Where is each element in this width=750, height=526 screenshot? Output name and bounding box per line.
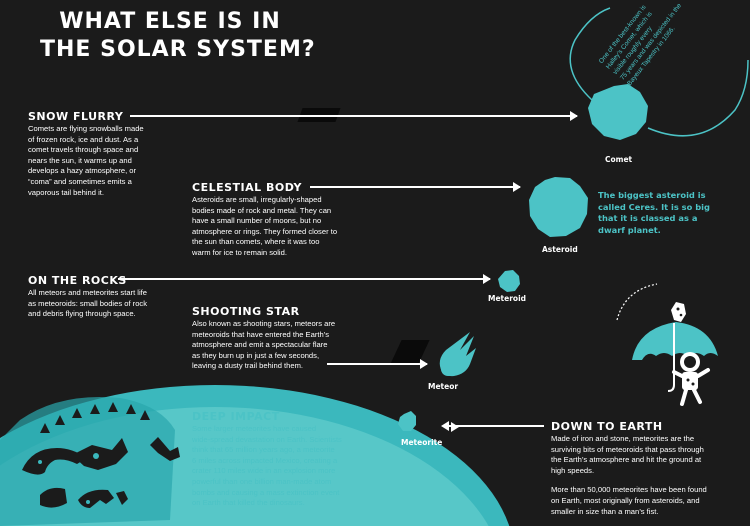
- line: powerful than one billion man-made atom: [192, 476, 332, 486]
- line: as they burn up in just a few seconds,: [192, 350, 320, 360]
- line: vaporous tail behind it.: [28, 187, 104, 197]
- heading-celestial-body: CELESTIAL BODY: [192, 181, 303, 194]
- line: and debris flying through space.: [28, 309, 136, 319]
- arrow-to-comet: [130, 111, 578, 121]
- line: bodies made of rock and metal. They can: [192, 205, 332, 215]
- line: wide-spread devastation on Earth. Scient…: [192, 434, 342, 444]
- arrow-to-meteor: [327, 359, 428, 369]
- line: the sun than comets, where it was too: [192, 237, 320, 247]
- line: Also known as shooting stars, meteors ar…: [192, 319, 336, 328]
- asteroid-fact: The biggest asteroid is called Ceres. It…: [598, 190, 738, 236]
- line: on Earth that killed the dinosaurs.: [192, 498, 305, 508]
- text-deep-impact: Some larger meteorites have caused wide-…: [192, 424, 392, 509]
- line: as meteoroids: small bodies of rock: [28, 298, 148, 308]
- line: Asteroids are small, irregularly-shaped: [192, 195, 322, 204]
- title-line-1: WHAT ELSE IS IN: [59, 9, 281, 34]
- text-shooting-star: Also known as shooting stars, meteors ar…: [192, 319, 392, 372]
- heading-deep-impact: DEEP IMPACT: [192, 410, 280, 423]
- line: high speeds.: [551, 465, 595, 475]
- line: Comets are flying snowballs made: [28, 124, 144, 133]
- label-meteorite: Meteorite: [401, 438, 443, 447]
- arrow-to-asteroid: [310, 182, 521, 192]
- title-line-2: THE SOLAR SYSTEM?: [40, 37, 316, 62]
- line: meteoroids that have entered the Earth’s: [192, 329, 330, 339]
- line: dwarf planet.: [598, 224, 661, 235]
- line: surviving bits of meteoroids that pass t…: [551, 444, 704, 454]
- line: More than 50,000 meteorites have been fo…: [551, 485, 707, 495]
- line: All meteors and meteorites start life: [28, 288, 148, 297]
- line: “coma” and sometimes emits a: [28, 176, 132, 186]
- line: called Ceres. It is so big: [598, 201, 710, 212]
- line: warm for ice to remain solid.: [192, 247, 287, 257]
- line: atmosphere and emit a spectacular flare: [192, 340, 328, 350]
- text-on-the-rocks: All meteors and meteorites start life as…: [28, 288, 188, 320]
- line: Made of iron and stone, meteorites are t…: [551, 434, 695, 443]
- label-asteroid: Asteroid: [542, 245, 578, 254]
- line: develops a hazy atmosphere, or: [28, 166, 137, 176]
- line: leaving a dusty trail behind them.: [192, 361, 304, 371]
- arrow-to-meteorite: [441, 421, 544, 431]
- label-meteor: Meteor: [428, 382, 459, 391]
- heading-on-the-rocks: ON THE ROCKS: [28, 274, 127, 287]
- line: smaller in size than a man’s fist.: [551, 506, 659, 516]
- page-title: WHAT ELSE IS IN THE SOLAR SYSTEM?: [40, 8, 316, 64]
- line: nears the sun, it warms up and: [28, 155, 132, 165]
- label-meteroid: Meteroid: [488, 294, 527, 303]
- line: The biggest asteroid is: [598, 190, 706, 200]
- line: Some larger meteorites have caused: [192, 424, 317, 433]
- text-down-to-earth: Made of iron and stone, meteorites are t…: [551, 434, 747, 517]
- line: 6 miles across impacted Mexico, creating…: [192, 455, 338, 465]
- heading-shooting-star: SHOOTING STAR: [192, 305, 300, 318]
- line: have a small number of moons, but no: [192, 216, 322, 226]
- line: crater 110 miles wide in an explosion mo…: [192, 466, 336, 476]
- text-snow-flurry: Comets are flying snowballs made of froz…: [28, 124, 188, 198]
- line: of frozen rock, ice and dust. As a: [28, 134, 139, 144]
- arrow-to-meteroid: [118, 274, 491, 284]
- line: atmosphere or rings. They formed closer …: [192, 226, 338, 236]
- line: bombs and causing a mass extinction even…: [192, 487, 340, 497]
- line: on Earth, most originally from asteroids…: [551, 495, 700, 505]
- label-comet: Comet: [605, 155, 633, 164]
- line: think that 65 million years ago, a meteo…: [192, 445, 335, 455]
- heading-snow-flurry: SNOW FLURRY: [28, 110, 124, 123]
- heading-down-to-earth: DOWN TO EARTH: [551, 420, 663, 433]
- line: that it is classed as a: [598, 213, 698, 223]
- line: the Earth’s atmosphere and hit the groun…: [551, 455, 702, 465]
- line: comet travels through space and: [28, 145, 139, 155]
- text-celestial-body: Asteroids are small, irregularly-shaped …: [192, 195, 392, 259]
